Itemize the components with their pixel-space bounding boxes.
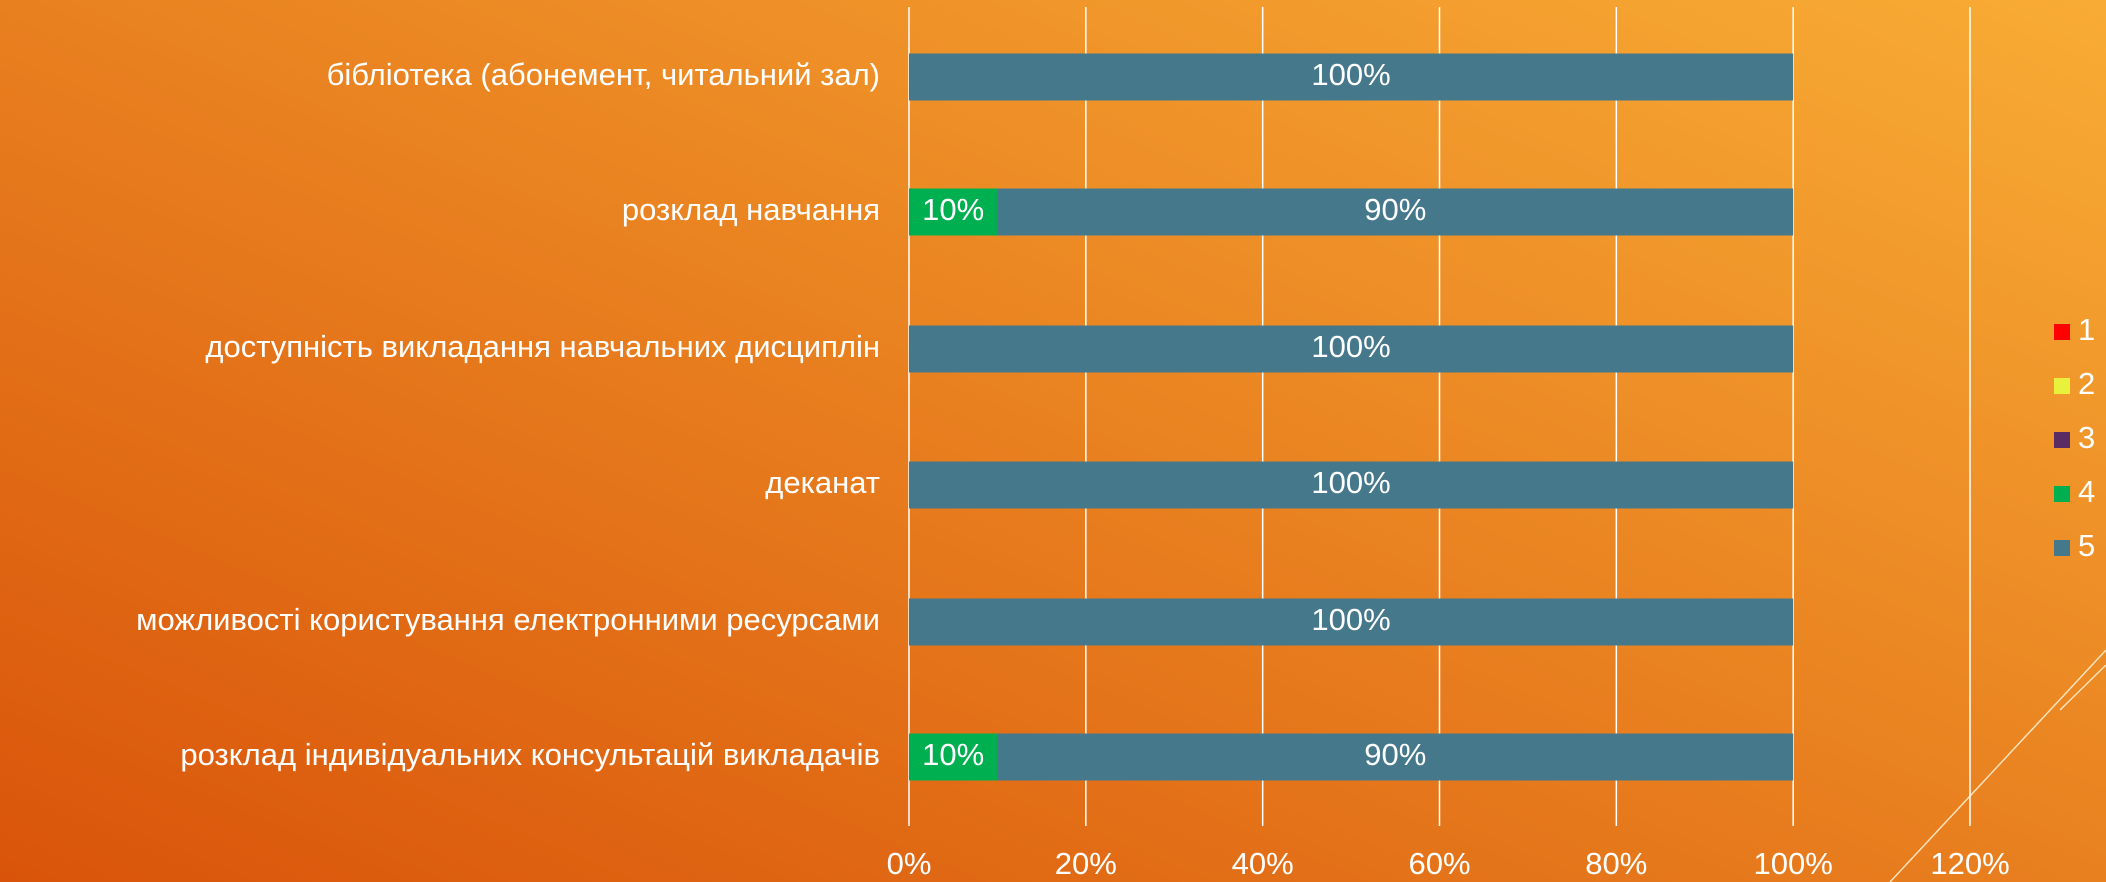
y-tick-label: деканат <box>765 465 880 500</box>
data-label: 10% <box>922 737 984 772</box>
legend-swatch <box>2054 324 2070 340</box>
bar-segment <box>909 325 1794 373</box>
x-tick-label: 40% <box>1232 846 1294 881</box>
x-tick-label: 60% <box>1408 846 1470 881</box>
bar-segment <box>909 53 1794 101</box>
x-tick-label: 20% <box>1055 846 1117 881</box>
legend-label: 2 <box>2078 366 2095 401</box>
data-label: 100% <box>1311 465 1390 500</box>
decoration <box>1889 649 2106 882</box>
y-tick-label: доступність викладання навчальних дисцип… <box>205 329 880 364</box>
x-tick-label: 100% <box>1754 846 1833 881</box>
data-label: 90% <box>1364 737 1426 772</box>
x-tick-label: 80% <box>1585 846 1647 881</box>
bar-segment <box>909 188 998 236</box>
data-label: 100% <box>1311 57 1390 92</box>
legend-swatch <box>2054 432 2070 448</box>
legend-swatch <box>2054 540 2070 556</box>
data-label: 90% <box>1364 192 1426 227</box>
y-tick-label: можливості користування електронними рес… <box>136 602 880 637</box>
legend-label: 3 <box>2078 420 2095 455</box>
data-label: 100% <box>1311 602 1390 637</box>
y-tick-label: бібліотека (абонемент, читальний зал) <box>327 57 880 92</box>
decoration <box>2059 664 2106 711</box>
legend-label: 5 <box>2078 528 2095 563</box>
bar-segment <box>909 598 1794 646</box>
legend-label: 1 <box>2078 312 2095 347</box>
x-tick-label: 0% <box>887 846 932 881</box>
bar-segment <box>997 188 1794 236</box>
legend-swatch <box>2054 486 2070 502</box>
legend-label: 4 <box>2078 474 2095 509</box>
legend-swatch <box>2054 378 2070 394</box>
x-tick-label: 120% <box>1930 846 2009 881</box>
data-label: 10% <box>922 192 984 227</box>
bar-segment <box>909 733 998 781</box>
bar-segment <box>909 461 1794 509</box>
bar-segment <box>997 733 1794 781</box>
y-tick-label: розклад навчання <box>622 192 880 227</box>
data-label: 100% <box>1311 329 1390 364</box>
y-tick-label: розклад індивідуальних консультацій викл… <box>180 737 880 772</box>
